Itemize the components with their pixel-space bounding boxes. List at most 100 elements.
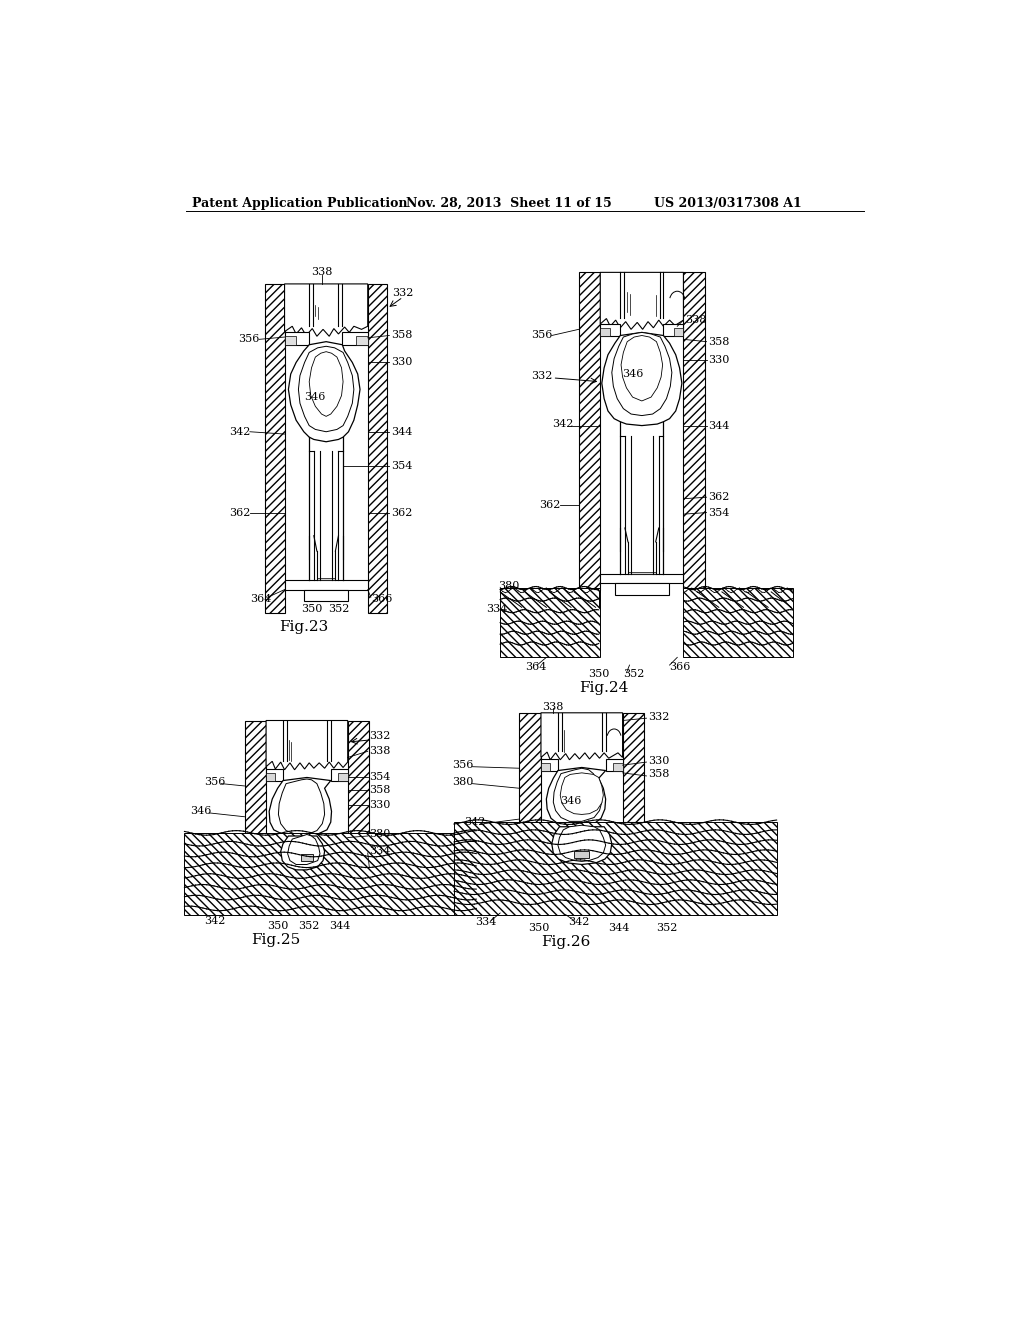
Polygon shape [285, 284, 368, 337]
Text: 332: 332 [648, 711, 670, 722]
Polygon shape [602, 333, 682, 425]
Text: 380: 380 [499, 581, 520, 591]
Text: Fig.24: Fig.24 [580, 681, 629, 696]
Text: 346: 346 [560, 796, 582, 807]
Text: 346: 346 [190, 807, 212, 816]
Polygon shape [316, 578, 336, 581]
Polygon shape [266, 770, 283, 780]
Polygon shape [683, 272, 705, 590]
Text: 354: 354 [391, 462, 413, 471]
Text: 366: 366 [670, 661, 691, 672]
Text: 358: 358 [391, 330, 413, 341]
Text: 342: 342 [464, 817, 485, 828]
Polygon shape [266, 721, 348, 770]
Polygon shape [552, 826, 611, 865]
Polygon shape [285, 335, 296, 345]
Text: 364: 364 [524, 661, 546, 672]
Polygon shape [289, 342, 360, 442]
Text: 356: 356 [239, 334, 260, 345]
Text: 352: 352 [624, 669, 645, 680]
Polygon shape [279, 779, 325, 834]
Polygon shape [674, 327, 683, 335]
Polygon shape [265, 284, 285, 612]
Polygon shape [342, 331, 368, 345]
Text: 350: 350 [588, 669, 609, 680]
Polygon shape [600, 272, 683, 330]
Polygon shape [269, 777, 332, 838]
Text: 350: 350 [267, 921, 289, 931]
Polygon shape [339, 774, 348, 780]
Text: Nov. 28, 2013  Sheet 11 of 15: Nov. 28, 2013 Sheet 11 of 15 [407, 197, 612, 210]
Text: 334: 334 [370, 846, 390, 857]
Text: 364: 364 [250, 594, 271, 603]
Polygon shape [558, 825, 605, 862]
Text: 354: 354 [370, 772, 390, 781]
Polygon shape [541, 759, 558, 771]
Text: 344: 344 [608, 924, 630, 933]
Text: 362: 362 [391, 508, 413, 517]
Polygon shape [623, 713, 644, 822]
Text: 358: 358 [370, 785, 390, 795]
Text: 352: 352 [655, 924, 677, 933]
Text: 380: 380 [370, 829, 390, 840]
Polygon shape [613, 763, 623, 771]
Text: 380: 380 [453, 777, 474, 787]
Text: 352: 352 [328, 603, 349, 614]
Text: 362: 362 [229, 508, 251, 517]
Text: 356: 356 [531, 330, 552, 341]
Polygon shape [600, 327, 609, 335]
Text: 356: 356 [453, 760, 474, 770]
Polygon shape [519, 713, 541, 822]
Polygon shape [298, 346, 354, 432]
Polygon shape [266, 774, 275, 780]
Text: Fig.26: Fig.26 [541, 936, 590, 949]
Text: 350: 350 [301, 603, 323, 614]
Text: US 2013/0317308 A1: US 2013/0317308 A1 [654, 197, 802, 210]
Text: Fig.25: Fig.25 [251, 933, 300, 946]
Text: 334: 334 [475, 917, 497, 927]
Polygon shape [600, 574, 683, 583]
Text: 342: 342 [229, 426, 251, 437]
Polygon shape [368, 284, 387, 612]
Polygon shape [541, 763, 550, 771]
Polygon shape [281, 836, 325, 870]
Polygon shape [614, 583, 669, 595]
Polygon shape [574, 851, 590, 858]
Polygon shape [309, 351, 343, 416]
Text: 330: 330 [391, 358, 413, 367]
Polygon shape [683, 589, 793, 657]
Text: 342: 342 [568, 917, 589, 927]
Polygon shape [245, 721, 266, 834]
Text: Patent Application Publication: Patent Application Publication [193, 197, 408, 210]
Text: 332: 332 [531, 371, 552, 380]
Polygon shape [611, 333, 672, 416]
Text: 338: 338 [685, 315, 707, 325]
Polygon shape [184, 833, 477, 915]
Text: 356: 356 [204, 777, 225, 787]
Text: 342: 342 [553, 418, 573, 429]
Text: 362: 362 [708, 492, 729, 502]
Text: 344: 344 [330, 921, 350, 931]
Text: 346: 346 [304, 392, 326, 403]
Text: 338: 338 [311, 268, 332, 277]
Text: 338: 338 [542, 702, 563, 711]
Text: 354: 354 [708, 508, 729, 517]
Polygon shape [541, 713, 623, 760]
Text: 330: 330 [648, 755, 670, 766]
Polygon shape [331, 770, 348, 780]
Polygon shape [553, 768, 602, 821]
Polygon shape [500, 589, 600, 657]
Polygon shape [579, 272, 600, 590]
Polygon shape [560, 774, 603, 814]
Text: Fig.23: Fig.23 [280, 619, 329, 634]
Text: 330: 330 [370, 800, 390, 810]
Polygon shape [285, 331, 309, 345]
Text: 346: 346 [622, 370, 643, 379]
Text: 350: 350 [528, 924, 549, 933]
Text: 362: 362 [539, 500, 560, 510]
Text: 342: 342 [204, 916, 225, 925]
Polygon shape [547, 767, 605, 826]
Text: 352: 352 [298, 921, 319, 931]
Polygon shape [664, 323, 683, 335]
Polygon shape [600, 323, 621, 335]
